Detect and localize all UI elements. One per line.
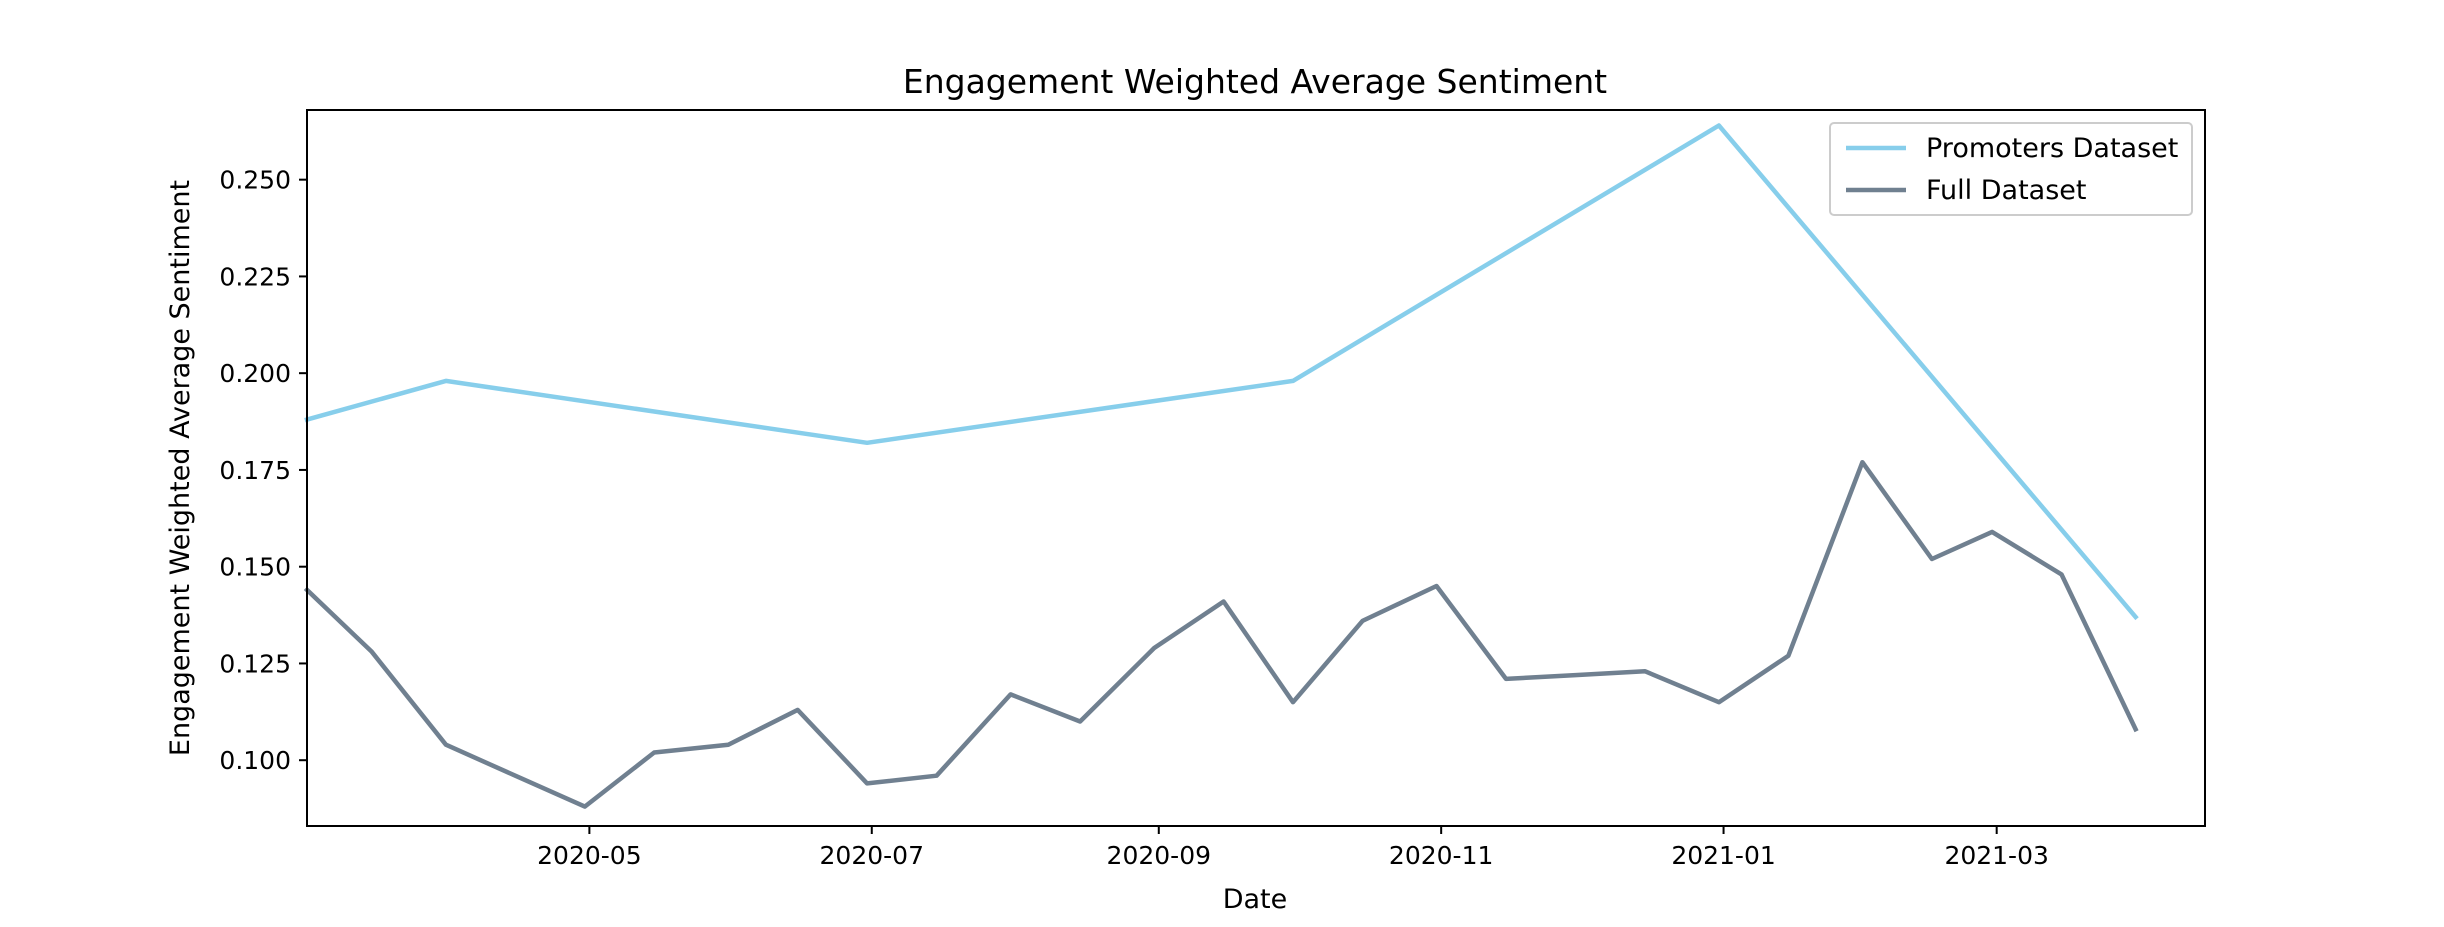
chart-title: Engagement Weighted Average Sentiment — [903, 62, 1607, 101]
y-tick-label-0: 0.100 — [219, 746, 291, 775]
x-tick-label-4: 2021-01 — [1671, 841, 1775, 870]
series-line-0 — [304, 123, 2139, 621]
y-tick-label-6: 0.250 — [219, 166, 291, 195]
y-tick-label-3: 0.175 — [219, 456, 291, 485]
y-tick-label-2: 0.150 — [219, 553, 291, 582]
legend-box — [1829, 122, 2193, 216]
x-axis: 2020-05 2020-07 2020-09 2020-11 2021-01 2021-… — [537, 826, 2049, 870]
x-tick-label-5: 2021-03 — [1944, 841, 2048, 870]
y-tick-label-1: 0.125 — [219, 649, 291, 678]
legend-label-1: Full Dataset — [1926, 175, 2086, 206]
x-tick-label-2: 2020-09 — [1107, 841, 1211, 870]
y-tick-label-5: 0.225 — [219, 262, 291, 291]
x-tick-label-3: 2020-11 — [1389, 841, 1493, 870]
series-lines — [303, 123, 2139, 809]
y-tick-label-4: 0.200 — [219, 359, 291, 388]
x-tick-label-0: 2020-05 — [537, 841, 641, 870]
legend-label-0: Promoters Dataset — [1926, 133, 2178, 164]
x-axis-label: Date — [1223, 884, 1288, 915]
x-tick-label-1: 2020-07 — [820, 841, 924, 870]
legend: Promoters Dataset Full Dataset — [1829, 122, 2193, 216]
y-axis-label: Engagement Weighted Average Sentiment — [165, 180, 196, 756]
plot-frame — [306, 109, 2206, 827]
y-axis: 0.100 0.125 0.150 0.175 0.200 0.225 0.250 — [219, 166, 307, 775]
series-line-1 — [303, 459, 2139, 809]
